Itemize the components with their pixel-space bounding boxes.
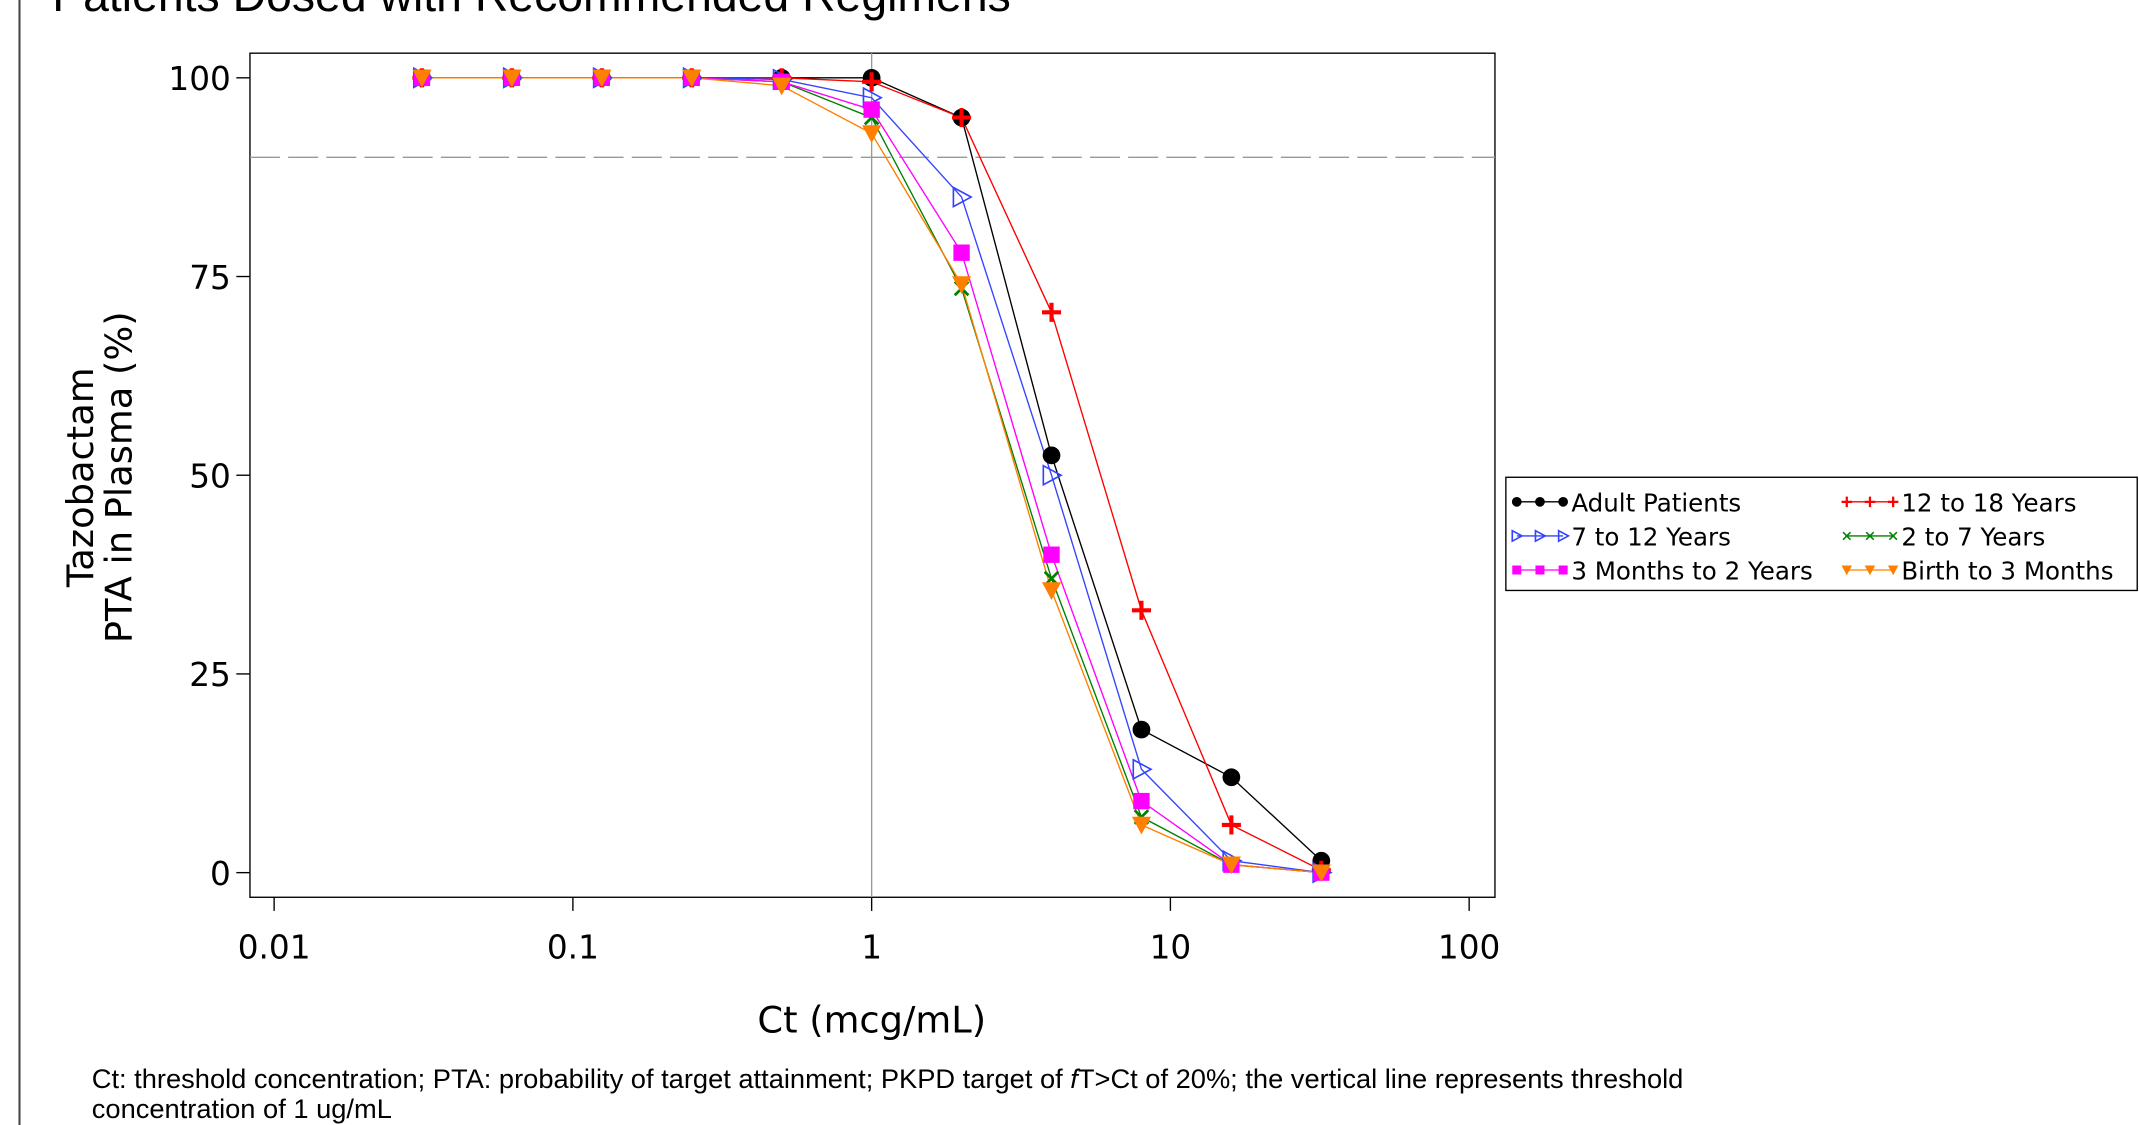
x-tick-label: 10 — [1150, 929, 1192, 967]
x-tick-label: 100 — [1438, 929, 1500, 967]
legend-label: 2 to 7 Years — [1901, 522, 2045, 551]
x-tick-label: 0.01 — [238, 929, 311, 967]
marker — [1841, 496, 1853, 508]
marker — [1221, 856, 1241, 875]
legend-label: 7 to 12 Years — [1571, 522, 1731, 551]
marker — [1864, 496, 1876, 508]
legend-label: 12 to 18 Years — [1901, 488, 2076, 517]
marker — [1042, 464, 1063, 487]
marker — [1558, 565, 1568, 575]
marker — [1043, 546, 1060, 563]
marker — [1864, 565, 1876, 576]
marker — [1132, 720, 1151, 739]
footnote-part: f — [1070, 1063, 1080, 1094]
y-tick-label: 75 — [189, 259, 231, 297]
footnote: concentration of 1 ug/mL — [92, 1093, 392, 1124]
marker — [1131, 600, 1151, 620]
marker — [1041, 302, 1062, 322]
marker — [1842, 531, 1852, 541]
legend-label: Birth to 3 Months — [1901, 557, 2113, 586]
marker — [772, 77, 792, 96]
marker — [862, 72, 882, 92]
marker — [1534, 529, 1547, 543]
marker — [952, 186, 973, 208]
y-tick-label: 50 — [189, 458, 231, 496]
marker — [412, 69, 432, 88]
marker — [1511, 529, 1524, 543]
marker — [1841, 565, 1853, 576]
marker — [863, 101, 880, 118]
marker — [952, 276, 972, 295]
marker — [1131, 816, 1151, 835]
chart-title: Patients Dosed with Recommended Regimens — [52, 0, 1011, 21]
marker — [592, 69, 612, 88]
marker — [1311, 864, 1331, 883]
marker — [952, 108, 972, 128]
x-tick-label: 0.1 — [547, 929, 599, 967]
y-axis-label: PTA in Plasma (%) — [97, 311, 140, 643]
plot-frame — [249, 52, 1496, 898]
marker — [682, 69, 702, 88]
marker — [953, 244, 970, 261]
marker — [1865, 531, 1875, 541]
marker — [1133, 792, 1150, 810]
y-tick-label: 100 — [168, 60, 230, 98]
legend-label: Adult Patients — [1571, 488, 1741, 517]
marker — [1887, 496, 1899, 508]
marker — [1511, 496, 1522, 507]
y-tick-label: 25 — [189, 656, 231, 694]
marker — [1512, 565, 1522, 575]
marker — [1222, 768, 1241, 787]
marker — [1888, 531, 1898, 541]
marker — [1535, 565, 1545, 575]
marker — [1557, 529, 1571, 543]
marker — [502, 69, 522, 88]
y-tick-label: 0 — [210, 855, 231, 893]
legend-label: 3 Months to 2 Years — [1571, 557, 1812, 586]
footnote: Ct: threshold concentration; PTA: probab… — [92, 1063, 1684, 1094]
footnote-part: T>Ct of 20%; the vertical line represent… — [1078, 1063, 1683, 1094]
marker — [1132, 758, 1153, 781]
footnote-part: Ct: threshold concentration; PTA: probab… — [92, 1063, 1071, 1094]
x-tick-label: 1 — [861, 929, 882, 967]
x-axis-label: Ct (mcg/mL) — [757, 998, 986, 1041]
marker — [1535, 496, 1545, 507]
marker — [1221, 815, 1241, 835]
legend-box — [1505, 476, 2138, 592]
marker — [1887, 565, 1899, 576]
marker — [1042, 446, 1061, 465]
marker — [1041, 582, 1062, 601]
y-axis-label: Tazobactam — [59, 367, 102, 588]
marker — [1558, 496, 1569, 507]
marker — [862, 125, 882, 144]
